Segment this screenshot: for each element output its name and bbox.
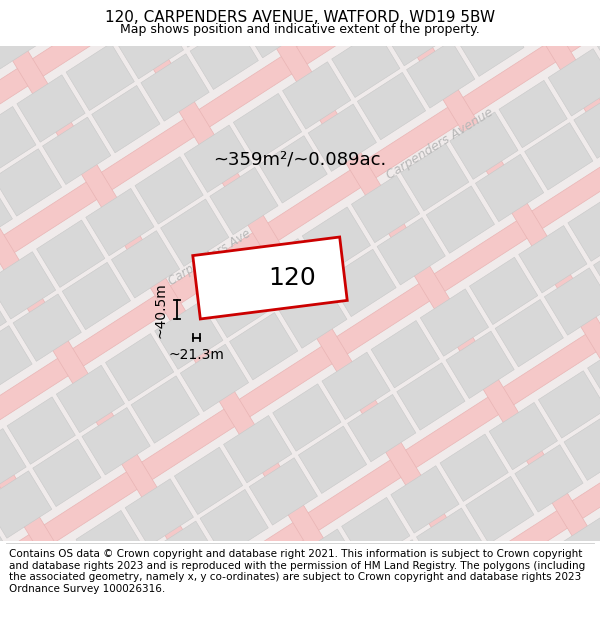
Polygon shape bbox=[489, 402, 557, 470]
Polygon shape bbox=[131, 376, 199, 443]
Polygon shape bbox=[430, 0, 499, 34]
Polygon shape bbox=[0, 300, 600, 625]
Polygon shape bbox=[518, 226, 587, 293]
Polygon shape bbox=[283, 62, 351, 129]
Polygon shape bbox=[164, 0, 233, 48]
Polygon shape bbox=[22, 431, 600, 625]
Polygon shape bbox=[548, 49, 600, 116]
Polygon shape bbox=[155, 302, 223, 369]
Polygon shape bbox=[367, 539, 436, 607]
Polygon shape bbox=[249, 458, 317, 525]
Polygon shape bbox=[381, 0, 449, 66]
Polygon shape bbox=[421, 289, 488, 356]
Polygon shape bbox=[151, 521, 219, 588]
Polygon shape bbox=[298, 426, 367, 494]
Polygon shape bbox=[347, 394, 416, 462]
Polygon shape bbox=[584, 558, 600, 625]
Polygon shape bbox=[0, 0, 289, 625]
Polygon shape bbox=[466, 476, 534, 544]
Polygon shape bbox=[190, 22, 259, 89]
Polygon shape bbox=[0, 106, 36, 174]
Polygon shape bbox=[322, 352, 390, 419]
Polygon shape bbox=[214, 0, 600, 625]
Polygon shape bbox=[0, 73, 600, 625]
Polygon shape bbox=[410, 611, 479, 625]
Polygon shape bbox=[568, 194, 600, 261]
Polygon shape bbox=[535, 590, 600, 625]
Polygon shape bbox=[239, 0, 308, 58]
Polygon shape bbox=[175, 447, 242, 514]
Polygon shape bbox=[17, 75, 85, 142]
Polygon shape bbox=[0, 0, 600, 401]
Polygon shape bbox=[509, 548, 577, 615]
Polygon shape bbox=[311, 0, 600, 625]
Polygon shape bbox=[0, 91, 600, 625]
Polygon shape bbox=[0, 4, 42, 71]
Polygon shape bbox=[27, 542, 95, 609]
Polygon shape bbox=[391, 466, 459, 533]
Polygon shape bbox=[52, 584, 121, 625]
Polygon shape bbox=[0, 0, 600, 610]
Polygon shape bbox=[598, 17, 600, 84]
Text: Carpenders Avenue: Carpenders Avenue bbox=[384, 106, 496, 182]
Polygon shape bbox=[3, 616, 71, 625]
Polygon shape bbox=[33, 439, 101, 506]
Text: 120, CARPENDERS AVENUE, WATFORD, WD19 5BW: 120, CARPENDERS AVENUE, WATFORD, WD19 5B… bbox=[105, 10, 495, 25]
Polygon shape bbox=[0, 0, 589, 173]
Polygon shape bbox=[224, 416, 292, 483]
Polygon shape bbox=[125, 479, 193, 546]
Polygon shape bbox=[0, 0, 16, 29]
Polygon shape bbox=[194, 592, 262, 625]
Polygon shape bbox=[409, 0, 600, 596]
Polygon shape bbox=[0, 503, 2, 570]
Polygon shape bbox=[80, 527, 600, 625]
Polygon shape bbox=[92, 86, 160, 153]
Polygon shape bbox=[440, 434, 508, 501]
Polygon shape bbox=[0, 0, 600, 514]
Polygon shape bbox=[524, 122, 593, 190]
Polygon shape bbox=[0, 149, 62, 216]
Polygon shape bbox=[0, 0, 581, 625]
Polygon shape bbox=[13, 294, 82, 361]
Polygon shape bbox=[574, 91, 600, 158]
Polygon shape bbox=[101, 552, 170, 620]
Polygon shape bbox=[0, 0, 520, 60]
Polygon shape bbox=[23, 0, 91, 39]
Polygon shape bbox=[328, 249, 396, 317]
Polygon shape bbox=[506, 0, 600, 533]
Polygon shape bbox=[371, 321, 439, 388]
Polygon shape bbox=[0, 471, 52, 538]
Polygon shape bbox=[479, 0, 548, 2]
Polygon shape bbox=[495, 299, 563, 367]
Polygon shape bbox=[0, 252, 56, 319]
Polygon shape bbox=[0, 0, 191, 625]
Polygon shape bbox=[505, 0, 573, 45]
Text: ~40.5m: ~40.5m bbox=[154, 282, 168, 338]
Polygon shape bbox=[86, 188, 154, 256]
Polygon shape bbox=[0, 429, 26, 496]
Polygon shape bbox=[407, 41, 475, 108]
Polygon shape bbox=[269, 603, 337, 625]
Polygon shape bbox=[278, 281, 347, 348]
Polygon shape bbox=[538, 371, 600, 438]
Polygon shape bbox=[0, 181, 13, 248]
Polygon shape bbox=[515, 444, 583, 512]
Polygon shape bbox=[43, 117, 111, 184]
Polygon shape bbox=[19, 0, 600, 625]
Polygon shape bbox=[0, 54, 94, 625]
Polygon shape bbox=[485, 621, 554, 625]
Polygon shape bbox=[91, 544, 600, 625]
Polygon shape bbox=[116, 0, 600, 625]
Polygon shape bbox=[0, 0, 600, 287]
Polygon shape bbox=[37, 220, 105, 288]
Polygon shape bbox=[587, 339, 600, 406]
Polygon shape bbox=[214, 0, 282, 16]
Polygon shape bbox=[181, 344, 248, 412]
Polygon shape bbox=[82, 408, 150, 475]
Polygon shape bbox=[0, 186, 600, 625]
